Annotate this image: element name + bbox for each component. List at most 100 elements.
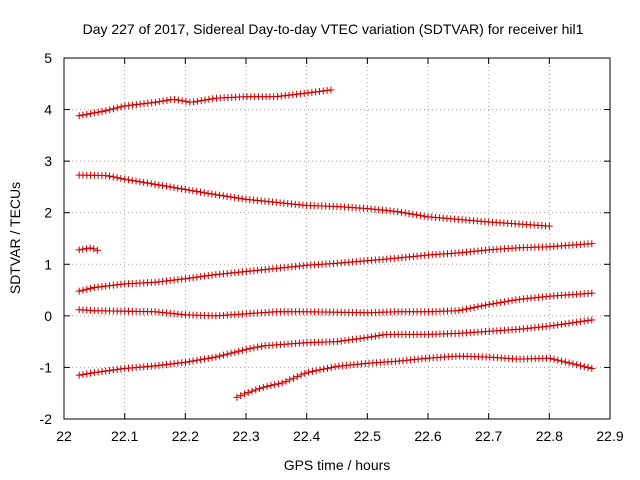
data-point-marker <box>87 284 95 292</box>
y-tick-label: -1 <box>40 359 53 375</box>
data-point-marker <box>182 97 190 105</box>
y-tick-label: 2 <box>44 205 52 221</box>
data-point-marker <box>181 358 189 366</box>
data-point-marker <box>301 369 309 377</box>
data-point-marker <box>246 345 254 353</box>
data-point-marker <box>497 298 505 306</box>
data-point-marker <box>308 367 316 375</box>
data-point-marker <box>569 319 577 327</box>
data-point-marker <box>333 338 341 346</box>
data-point-marker <box>87 369 95 377</box>
data-point-marker <box>163 96 171 104</box>
data-point-marker <box>75 246 83 254</box>
data-point-marker <box>368 333 376 341</box>
series-track-3 <box>75 244 101 254</box>
x-tick-label: 22.1 <box>111 428 138 444</box>
data-point-marker <box>235 347 243 355</box>
data-point-marker <box>219 351 227 359</box>
data-point-marker <box>98 107 106 115</box>
data-point-marker <box>113 365 121 373</box>
data-point-marker <box>588 316 596 324</box>
data-point-marker <box>352 335 360 343</box>
y-tick-label: 4 <box>44 102 52 118</box>
data-point-marker <box>573 361 581 369</box>
data-point-marker <box>223 350 231 358</box>
x-tick-label: 22.3 <box>232 428 259 444</box>
data-point-marker <box>550 355 558 363</box>
data-point-marker <box>345 336 353 344</box>
data-point-marker <box>242 345 250 353</box>
data-point-marker <box>584 364 592 372</box>
data-point-marker <box>394 208 402 216</box>
data-point-marker <box>94 108 102 116</box>
data-point-marker <box>231 194 239 202</box>
data-point-marker <box>227 193 235 201</box>
data-point-marker <box>106 172 113 180</box>
data-point-marker <box>189 357 197 365</box>
data-point-marker <box>155 98 163 106</box>
data-point-marker <box>128 176 136 184</box>
data-point-marker <box>90 369 98 377</box>
data-point-marker <box>79 371 87 379</box>
data-point-marker <box>290 374 298 382</box>
data-point-marker <box>259 383 267 391</box>
data-point-marker <box>244 388 252 396</box>
data-point-marker <box>512 296 520 304</box>
data-point-marker <box>375 332 383 340</box>
data-point-marker <box>238 346 246 354</box>
data-point-marker <box>327 86 335 94</box>
data-point-marker <box>106 106 114 114</box>
data-point-marker <box>185 358 193 366</box>
data-point-marker <box>327 364 335 372</box>
data-point-marker <box>565 359 573 367</box>
data-point-marker <box>554 356 562 364</box>
data-point-marker <box>82 245 90 253</box>
data-point-marker <box>546 354 554 362</box>
data-point-marker <box>204 189 212 197</box>
data-point-marker <box>208 354 216 362</box>
x-tick-label: 22.5 <box>354 428 381 444</box>
data-point-marker <box>546 322 554 330</box>
data-point-marker <box>117 174 125 182</box>
data-point-marker <box>337 337 345 345</box>
data-point-marker <box>550 322 558 330</box>
data-point-marker <box>197 273 205 281</box>
data-point-marker <box>102 172 110 180</box>
data-point-marker <box>102 367 110 375</box>
data-point-marker <box>237 392 245 400</box>
x-axis-label: GPS time / hours <box>284 457 391 473</box>
data-point-marker <box>588 240 596 248</box>
data-point-marker <box>83 110 91 118</box>
data-point-marker <box>466 304 474 312</box>
data-point-marker <box>197 97 205 105</box>
data-point-marker <box>117 365 125 373</box>
data-point-marker <box>233 393 241 401</box>
data-point-marker <box>312 367 320 375</box>
data-point-marker <box>573 318 581 326</box>
plot-frame <box>63 57 611 420</box>
data-point-marker <box>200 272 208 280</box>
data-point-marker <box>79 245 87 253</box>
data-point-marker <box>185 274 193 282</box>
data-point-marker <box>297 371 305 379</box>
data-point-marker <box>159 182 167 190</box>
x-tick-label: 22.4 <box>293 428 320 444</box>
data-point-marker <box>231 348 239 356</box>
data-point-marker <box>185 186 193 194</box>
data-point-marker <box>565 319 573 327</box>
data-point-marker <box>584 317 592 325</box>
data-point-marker <box>155 181 163 189</box>
data-point-marker <box>252 386 260 394</box>
series-track-7 <box>233 352 596 401</box>
x-tick-label: 22 <box>56 428 72 444</box>
data-point-marker <box>212 191 220 199</box>
data-point-marker <box>200 355 208 363</box>
y-tick-label: 5 <box>44 50 52 66</box>
series-track-2 <box>75 171 553 230</box>
data-point-marker <box>98 368 106 376</box>
data-point-marker <box>267 382 275 390</box>
data-point-marker <box>234 194 242 202</box>
data-point-marker <box>282 377 290 385</box>
data-point-marker <box>83 285 91 293</box>
data-point-marker <box>189 187 197 195</box>
